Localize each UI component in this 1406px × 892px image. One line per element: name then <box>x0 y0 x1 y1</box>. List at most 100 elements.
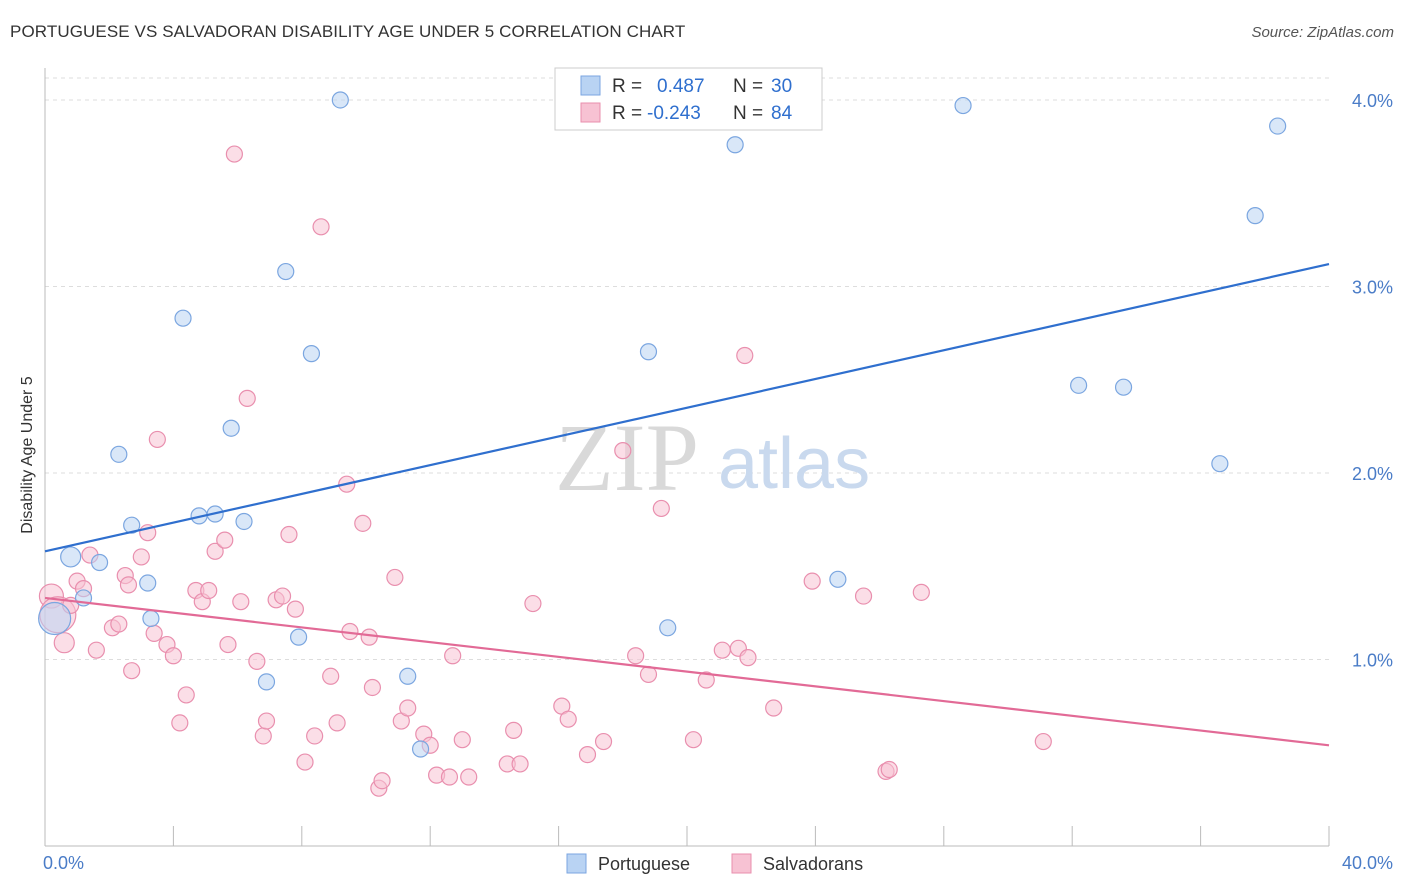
portuguese-point-1 <box>60 546 82 568</box>
portuguese-point-18 <box>399 667 417 685</box>
salvadoran-point-67 <box>614 442 632 460</box>
legend-portuguese-r-value: 0.487 <box>657 76 705 97</box>
x-tick-label-start: 0.0% <box>43 853 84 873</box>
salvadoran-point-41 <box>328 714 346 732</box>
salvadoran-point-7 <box>87 641 105 659</box>
salvadoran-point-23 <box>200 581 218 600</box>
salvadoran-point-29 <box>238 389 256 407</box>
bottom-legend: Portuguese Salvadorans <box>566 853 863 874</box>
salvadoran-point-55 <box>440 768 459 786</box>
portuguese-point-29 <box>1269 117 1287 135</box>
salvadoran-point-13 <box>132 548 150 566</box>
portuguese-point-16 <box>302 345 321 363</box>
salvadoran-point-11 <box>119 576 138 594</box>
salvadoran-point-76 <box>739 649 757 667</box>
trend-lines <box>44 263 1330 747</box>
legend-salvadoran-n-label: N = <box>733 103 763 124</box>
salvadoran-point-31 <box>254 727 272 745</box>
salvadoran-point-15 <box>145 624 163 642</box>
salvadoran-point-58 <box>460 768 478 786</box>
salvadoran-point-24 <box>206 542 224 560</box>
salvadoran-point-70 <box>652 499 670 518</box>
bottom-legend-swatch-salvadoran <box>731 853 752 874</box>
salvadoran-point-65 <box>578 746 597 764</box>
salvadoran-point-28 <box>232 593 250 611</box>
portuguese-point-6 <box>139 574 157 592</box>
salvadoran-point-18 <box>164 647 182 665</box>
chart-source: Source: ZipAtlas.com <box>1251 24 1394 41</box>
salvadoran-point-25 <box>216 531 234 549</box>
portuguese-point-3 <box>90 553 109 572</box>
watermark: ZIP atlas <box>555 404 870 511</box>
x-tick-label-end: 40.0% <box>1342 853 1393 873</box>
salvadoran-point-49 <box>386 568 404 587</box>
portuguese-point-23 <box>829 570 847 588</box>
salvadoran-point-48 <box>373 772 391 790</box>
salvadoran-point-38 <box>306 727 324 745</box>
y-axis-label: Disability Age Under 5 <box>19 376 36 534</box>
legend-portuguese-n-value: 30 <box>771 76 792 97</box>
salvadoran-point-45 <box>360 628 378 646</box>
legend-salvadoran-r-value: -0.243 <box>647 103 701 124</box>
portuguese-point-22 <box>726 136 744 154</box>
salvadoran-point-56 <box>444 647 462 665</box>
salvadoran-points <box>38 145 1052 797</box>
salvadoran-point-60 <box>505 721 523 739</box>
salvadoran-point-40 <box>322 667 340 685</box>
salvadoran-point-83 <box>1034 732 1052 751</box>
portuguese-point-28 <box>1246 207 1264 225</box>
portuguese-point-4 <box>110 445 128 463</box>
salvadoran-point-68 <box>627 647 645 665</box>
salvadoran-point-51 <box>399 699 417 717</box>
salvadoran-point-82 <box>912 583 930 601</box>
salvadoran-point-34 <box>273 587 292 605</box>
portuguese-point-12 <box>235 512 253 531</box>
legend-swatch-portuguese <box>580 75 601 96</box>
y-tick-label-0: 1.0% <box>1352 650 1393 670</box>
bottom-legend-portuguese: Portuguese <box>598 854 690 874</box>
portuguese-point-19 <box>411 740 430 758</box>
legend-portuguese-r-label: R = <box>612 76 642 97</box>
salvadoran-point-26 <box>219 635 237 654</box>
portuguese-point-13 <box>257 673 276 691</box>
salvadoran-point-9 <box>110 615 128 633</box>
salvadoran-point-72 <box>697 671 715 689</box>
bottom-legend-salvadoran: Salvadorans <box>763 854 863 874</box>
salvadoran-point-20 <box>177 686 195 704</box>
portuguese-points <box>38 91 1287 758</box>
salvadoran-point-78 <box>803 572 821 590</box>
salvadoran-point-32 <box>257 712 276 730</box>
salvadoran-point-36 <box>286 600 304 618</box>
salvadoran-point-75 <box>736 346 754 365</box>
portuguese-trend-line <box>44 263 1330 553</box>
salvadoran-point-46 <box>363 678 382 697</box>
portuguese-point-15 <box>289 628 308 646</box>
salvadoran-point-66 <box>594 732 613 751</box>
salvadoran-point-77 <box>765 699 783 717</box>
salvadoran-point-64 <box>559 710 577 728</box>
watermark-atlas: atlas <box>718 424 870 504</box>
portuguese-point-14 <box>277 262 295 281</box>
salvadoran-point-81 <box>880 760 898 779</box>
portuguese-point-0 <box>38 601 72 636</box>
salvadoran-point-35 <box>280 525 298 544</box>
salvadoran-point-27 <box>225 145 243 163</box>
portuguese-point-27 <box>1211 455 1229 473</box>
salvadoran-point-73 <box>713 641 731 659</box>
salvadoran-point-16 <box>148 430 166 449</box>
portuguese-point-20 <box>639 343 658 361</box>
portuguese-point-24 <box>954 96 972 115</box>
portuguese-point-25 <box>1070 376 1088 394</box>
legend-salvadoran-r-label: R = <box>612 103 642 124</box>
salvadoran-point-39 <box>312 218 330 236</box>
portuguese-point-21 <box>659 619 677 637</box>
portuguese-point-5 <box>123 516 141 534</box>
salvadoran-point-30 <box>248 652 266 670</box>
portuguese-point-8 <box>174 309 192 327</box>
tick-labels: 1.0% 2.0% 3.0% 4.0% 0.0% 40.0% <box>43 91 1393 873</box>
axes <box>44 68 1330 847</box>
salvadoran-point-61 <box>511 755 529 773</box>
legend-salvadoran-n-value: 84 <box>771 103 793 124</box>
salvadoran-point-79 <box>854 587 873 605</box>
